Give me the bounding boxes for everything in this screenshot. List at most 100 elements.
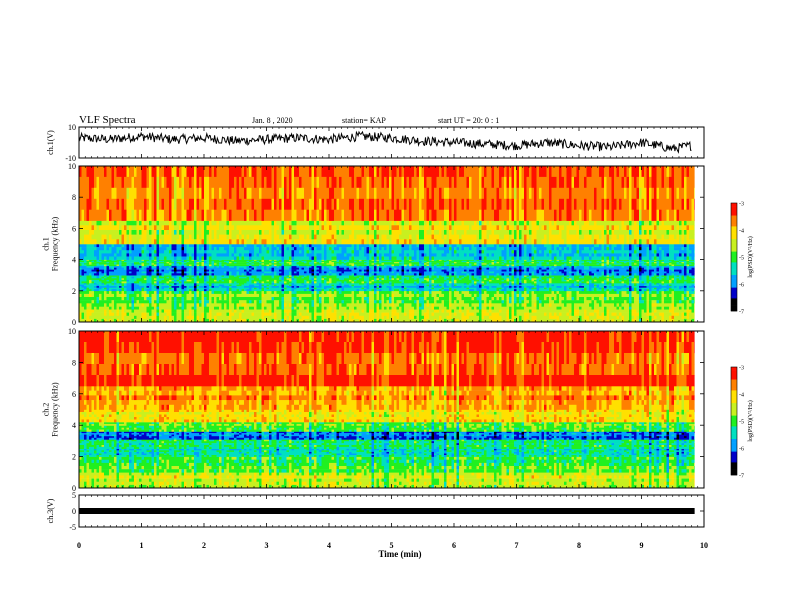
spectrogram-cell (266, 284, 269, 287)
spectrogram-cell (356, 265, 359, 268)
spectrogram-cell (689, 312, 695, 316)
spectrogram-cell (204, 273, 207, 276)
spectrogram-cell (631, 262, 639, 264)
spectrogram-cell (641, 276, 647, 279)
spectrogram-cell (196, 283, 204, 285)
spectrogram-cell (219, 279, 222, 282)
spectrogram-cell (541, 279, 544, 282)
spectrogram-cell (269, 279, 274, 282)
spectrogram-cell (316, 253, 322, 257)
spectrogram-cell (529, 315, 532, 320)
spectrogram-cell (309, 286, 312, 288)
spectrogram-cell (284, 286, 287, 288)
spectrogram-cell (394, 297, 409, 301)
spectrogram-cell (656, 267, 659, 270)
spectrogram-cell (559, 244, 567, 248)
spectrogram-cell (464, 276, 469, 279)
spectrogram-cell (209, 260, 212, 263)
spectrogram-cell (389, 269, 392, 272)
spectrogram-cell (424, 315, 429, 320)
spectrogram-cell (94, 260, 97, 263)
spectrogram-cell (289, 290, 292, 295)
spectrogram-cell (669, 315, 672, 320)
spectrogram-cell (566, 247, 569, 251)
spectrogram-cell (646, 250, 649, 254)
spectrogram-cell (691, 300, 694, 304)
spectrogram-cell (694, 289, 695, 292)
spectrogram-cell (489, 315, 502, 320)
spectrogram-cell (184, 287, 187, 290)
spectrogram-cell (686, 276, 692, 279)
spectrogram-cell (151, 315, 157, 320)
spectrogram-cell (209, 265, 214, 268)
spectrogram-cell (244, 247, 254, 251)
spectrogram-cell (206, 267, 237, 270)
spectrogram-cell (521, 275, 524, 278)
spectrogram-cell (269, 267, 272, 270)
spectrogram-cell (156, 253, 159, 257)
spectrogram-cell (236, 289, 239, 292)
spectrogram-cell (514, 262, 517, 264)
spectrogram-cell (79, 260, 84, 263)
spectrogram-cell (246, 290, 249, 295)
spectrogram-cell (366, 250, 369, 254)
spectrogram-cell (184, 283, 194, 285)
spectrogram-cell (331, 273, 337, 276)
spectrogram-cell (476, 250, 479, 254)
spectrogram-cell (126, 281, 134, 284)
spectrogram-cell (176, 283, 179, 285)
spectrogram-cell (366, 283, 369, 285)
spectrogram-cell (159, 259, 172, 262)
spectrogram-cell (384, 297, 389, 301)
spectrogram-cell (374, 318, 377, 323)
spectrogram-cell (516, 264, 519, 267)
spectrogram-cell (391, 286, 394, 288)
spectrogram-cell (406, 287, 417, 290)
spectrogram-cell (171, 250, 182, 254)
spectrogram-cell (549, 281, 552, 284)
spectrogram-cell (296, 279, 304, 282)
spectrogram-cell (179, 303, 182, 307)
spectrogram-cell (409, 265, 412, 268)
spectrogram-cell (161, 269, 164, 272)
spectrogram-cell (556, 264, 562, 267)
spectrogram-cell (204, 290, 207, 295)
spectrogram-cell (196, 267, 199, 270)
spectrogram-cell (369, 315, 374, 320)
spectrogram-cell (184, 297, 187, 301)
spectrogram-cell (349, 267, 354, 270)
spectrogram-cell (194, 263, 197, 265)
spectrogram-cell (81, 275, 87, 278)
spectrogram-cell (524, 269, 527, 272)
spectrogram-cell (261, 318, 264, 323)
spectrogram-cell (249, 262, 252, 264)
spectrogram-cell (374, 312, 377, 316)
spectrogram-cell (269, 259, 272, 262)
spectrogram-cell (296, 312, 299, 316)
spectrogram-cell (139, 265, 142, 268)
spectrogram-cell (99, 306, 109, 310)
spectrogram-cell (279, 276, 282, 279)
spectrogram-cell (461, 247, 464, 251)
spectrogram-cell (624, 281, 629, 284)
spectrogram-cell (584, 273, 587, 276)
spectrogram-cell (419, 318, 422, 323)
spectrogram-cell (281, 271, 284, 274)
spectrogram-cell (636, 273, 639, 276)
spectrogram-cell (341, 318, 344, 323)
spectrogram-cell (496, 290, 499, 295)
spectrogram-cell (271, 269, 274, 272)
spectrogram-cell (194, 283, 197, 285)
spectrogram-cell (674, 315, 682, 320)
spectrogram-cell (606, 297, 609, 301)
spectrogram-cell (424, 278, 429, 281)
spectrogram-cell (444, 283, 447, 285)
spectrogram-cell (511, 275, 514, 278)
spectrogram-cell (491, 318, 502, 323)
spectrogram-cell (174, 290, 179, 295)
spectrogram-cell (614, 281, 622, 284)
spectrogram-cell (419, 244, 424, 248)
spectrogram-cell (376, 283, 379, 285)
spectrogram-cell (229, 300, 232, 304)
spectrogram-cell (256, 253, 259, 257)
